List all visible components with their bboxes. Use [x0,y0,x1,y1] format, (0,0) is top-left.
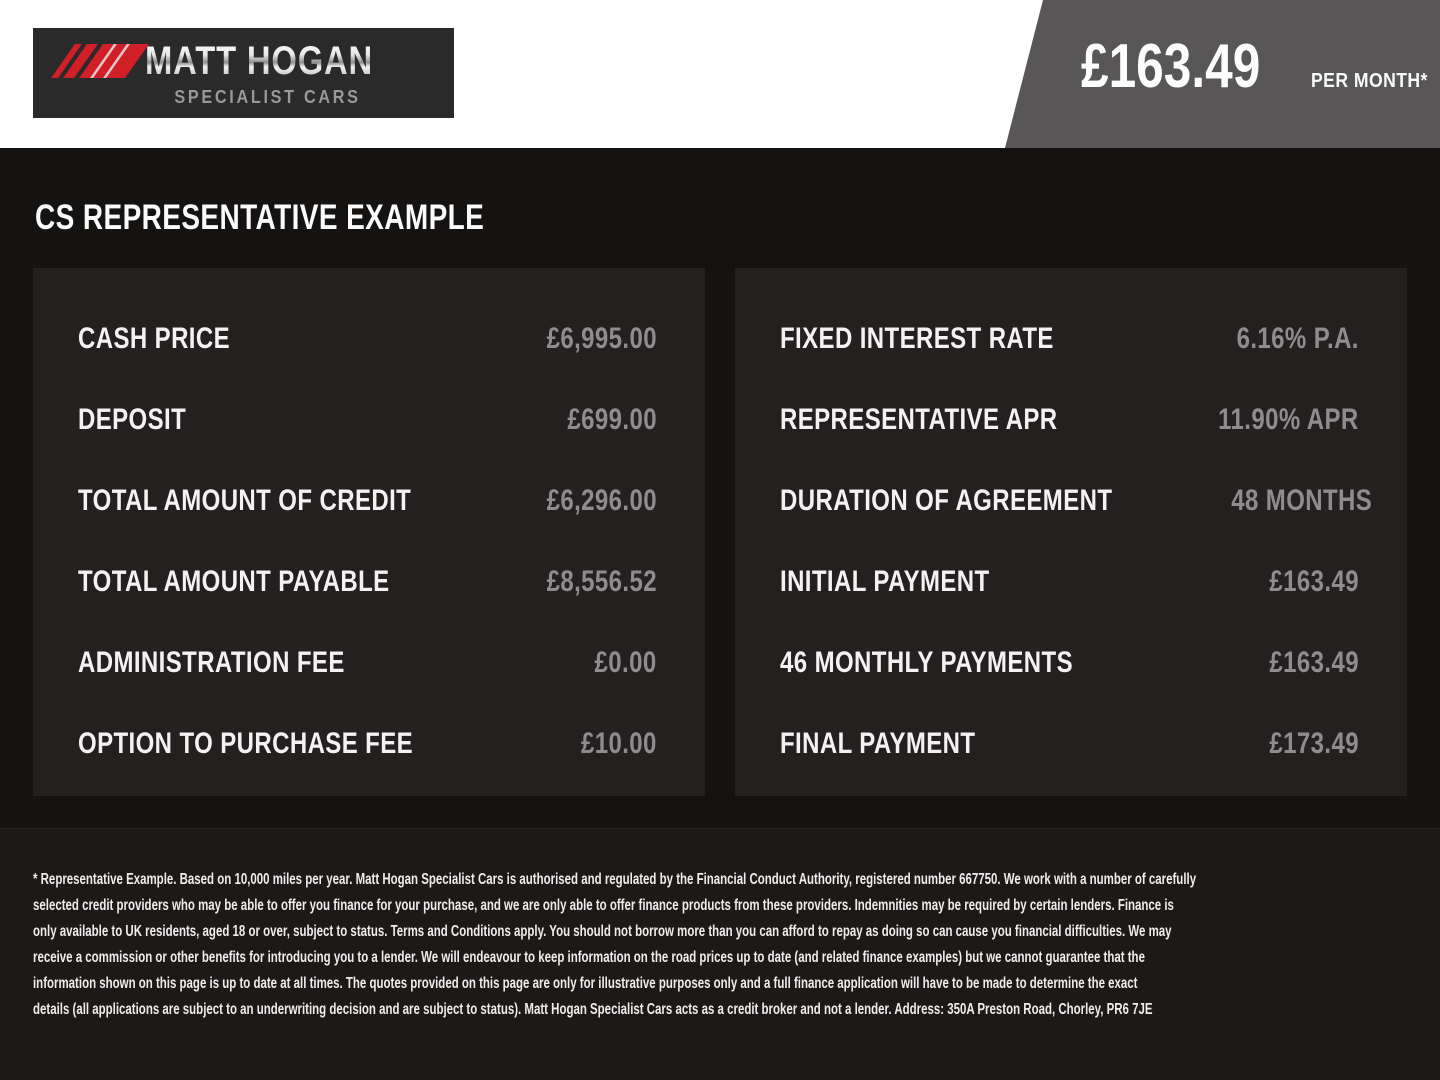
finance-example-section: CS REPRESENTATIVE EXAMPLE CASH PRICE £6,… [0,148,1440,828]
page-title: CS REPRESENTATIVE EXAMPLE [35,198,485,237]
finance-row: ADMINISTRATION FEE £0.00 [78,622,657,703]
disclaimer-line: only available to UK residents, aged 18 … [33,923,1172,940]
finance-row: INITIAL PAYMENT £163.49 [780,541,1359,622]
monthly-price: £163.49 [1081,32,1261,101]
disclaimer-line: details (all applications are subject to… [33,1001,1153,1018]
row-value: 11.90% APR [1218,402,1359,436]
monthly-price-suffix: PER MONTH* [1311,70,1428,92]
finance-row: 46 MONTHLY PAYMENTS £163.49 [780,622,1359,703]
row-value: £8,556.52 [546,564,657,598]
disclaimer-line: receive a commission or other benefits f… [33,949,1145,966]
row-label: TOTAL AMOUNT OF CREDIT [78,483,412,517]
finance-row: OPTION TO PURCHASE FEE £10.00 [78,703,657,784]
row-label: FINAL PAYMENT [780,726,976,760]
monthly-price-banner: £163.49 PER MONTH* [1005,0,1440,148]
row-value: £0.00 [594,645,657,679]
row-label: 46 MONTHLY PAYMENTS [780,645,1074,679]
finance-row: DEPOSIT £699.00 [78,379,657,460]
logo-stripes-icon [51,44,150,78]
finance-row: FIXED INTEREST RATE 6.16% P.A. [780,298,1359,379]
row-value: £163.49 [1269,645,1359,679]
row-value: 48 MONTHS [1230,483,1372,517]
finance-row: REPRESENTATIVE APR 11.90% APR [780,379,1359,460]
disclaimer-line: selected credit providers who may be abl… [33,897,1174,914]
dealer-tagline: SPECIALIST CARS [174,86,361,107]
finance-row: TOTAL AMOUNT OF CREDIT £6,296.00 [78,460,657,541]
disclaimer-line: information shown on this page is up to … [33,975,1138,992]
row-label: DURATION OF AGREEMENT [780,483,1113,517]
disclaimer-line: * Representative Example. Based on 10,00… [33,871,1197,888]
finance-panel-left: CASH PRICE £6,995.00 DEPOSIT £699.00 TOT… [33,268,705,796]
row-value: £10.00 [581,726,657,760]
row-value: £699.00 [567,402,657,436]
row-value: £163.49 [1269,564,1359,598]
header: MATT HOGAN SPECIALIST CARS £163.49 PER M… [0,0,1440,148]
row-label: TOTAL AMOUNT PAYABLE [78,564,390,598]
dealer-logo: MATT HOGAN SPECIALIST CARS [33,28,454,118]
dealer-name: MATT HOGAN [145,38,374,83]
row-label: OPTION TO PURCHASE FEE [78,726,414,760]
row-value: £173.49 [1269,726,1359,760]
row-value: £6,995.00 [546,321,657,355]
finance-panel-right: FIXED INTEREST RATE 6.16% P.A. REPRESENT… [735,268,1407,796]
row-label: CASH PRICE [78,321,231,355]
row-label: DEPOSIT [78,402,187,436]
legal-disclaimer: * Representative Example. Based on 10,00… [0,828,1440,1080]
finance-row: CASH PRICE £6,995.00 [78,298,657,379]
row-label: INITIAL PAYMENT [780,564,990,598]
finance-row: TOTAL AMOUNT PAYABLE £8,556.52 [78,541,657,622]
row-label: ADMINISTRATION FEE [78,645,345,679]
row-label: REPRESENTATIVE APR [780,402,1058,436]
row-label: FIXED INTEREST RATE [780,321,1054,355]
row-value: £6,296.00 [546,483,657,517]
row-value: 6.16% P.A. [1236,321,1359,355]
finance-row: FINAL PAYMENT £173.49 [780,703,1359,784]
finance-row: DURATION OF AGREEMENT 48 MONTHS [780,460,1371,541]
